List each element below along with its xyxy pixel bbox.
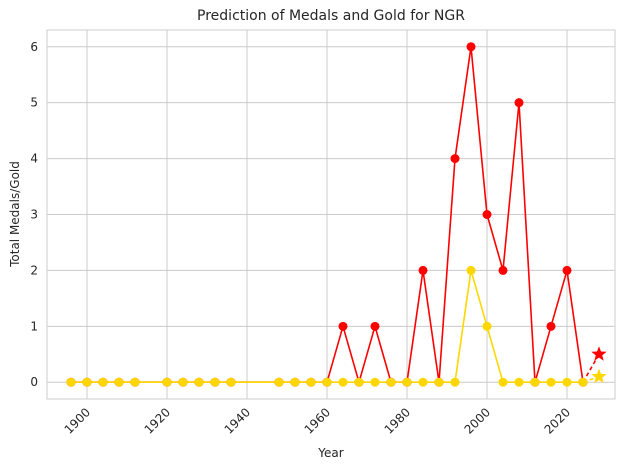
- data-point-gold: [98, 377, 108, 387]
- x-tick-label: 2020: [542, 405, 573, 436]
- data-point-total: [562, 265, 572, 275]
- y-tick-label: 0: [30, 375, 38, 389]
- data-point-gold: [226, 377, 236, 387]
- data-point-gold: [434, 377, 444, 387]
- data-point-gold: [274, 377, 284, 387]
- y-tick-label: 1: [30, 319, 38, 333]
- data-point-gold: [370, 377, 380, 387]
- data-point-total: [370, 321, 380, 331]
- data-point-total: [418, 265, 428, 275]
- data-point-total: [546, 321, 556, 331]
- x-tick-label: 2000: [462, 405, 493, 436]
- data-point-gold: [210, 377, 220, 387]
- data-point-total: [482, 210, 492, 219]
- data-point-gold: [578, 377, 588, 387]
- data-point-gold: [178, 377, 188, 387]
- prediction-line-total: [582, 353, 600, 383]
- data-point-gold: [194, 377, 204, 387]
- y-tick-label: 6: [30, 40, 38, 54]
- data-point-total: [338, 321, 348, 331]
- data-point-gold: [562, 377, 572, 387]
- data-point-gold: [466, 265, 476, 275]
- data-point-gold: [498, 377, 508, 387]
- data-point-gold: [322, 377, 332, 387]
- data-point-gold: [66, 377, 76, 387]
- data-point-gold: [514, 377, 524, 387]
- data-point-gold: [530, 377, 540, 387]
- data-point-gold: [290, 377, 300, 387]
- data-point-total: [514, 98, 524, 108]
- prediction-star-total: [591, 346, 607, 361]
- data-point-gold: [386, 377, 396, 387]
- data-point-gold: [418, 377, 428, 387]
- data-point-gold: [130, 377, 140, 387]
- grid: [47, 30, 615, 399]
- y-axis-label: Total Medals/Gold: [8, 161, 22, 268]
- data-point-gold: [546, 377, 556, 387]
- x-tick-label: 1960: [302, 405, 333, 436]
- data-point-gold: [402, 377, 412, 387]
- prediction-star-gold: [591, 368, 607, 384]
- data-point-gold: [306, 377, 316, 387]
- x-tick-label: 1940: [222, 405, 253, 436]
- data-point-gold: [114, 377, 124, 387]
- data-point-gold: [82, 377, 92, 387]
- x-tick-label: 1920: [142, 405, 173, 436]
- x-tick-label: 1900: [62, 405, 93, 436]
- y-tick-label: 4: [30, 152, 38, 166]
- series-markers: [66, 42, 607, 387]
- y-tick-labels: 0 1 2 3 4 5 6: [30, 40, 38, 389]
- chart-title: Prediction of Medals and Gold for NGR: [197, 8, 465, 24]
- data-point-gold: [450, 377, 460, 387]
- y-tick-label: 2: [30, 263, 38, 277]
- data-point-total: [466, 42, 476, 52]
- y-tick-label: 3: [30, 208, 38, 222]
- x-axis-label: Year: [317, 446, 343, 460]
- y-tick-label: 5: [30, 96, 38, 110]
- data-point-gold: [162, 377, 172, 387]
- data-point-gold: [354, 377, 364, 387]
- x-tick-labels: 1900 1920 1940 1960 1980 2000 2020: [62, 405, 573, 436]
- data-point-gold: [338, 377, 348, 387]
- data-point-gold: [482, 321, 492, 331]
- data-point-total: [498, 265, 508, 275]
- x-tick-label: 1980: [382, 405, 413, 436]
- data-point-total: [450, 154, 460, 164]
